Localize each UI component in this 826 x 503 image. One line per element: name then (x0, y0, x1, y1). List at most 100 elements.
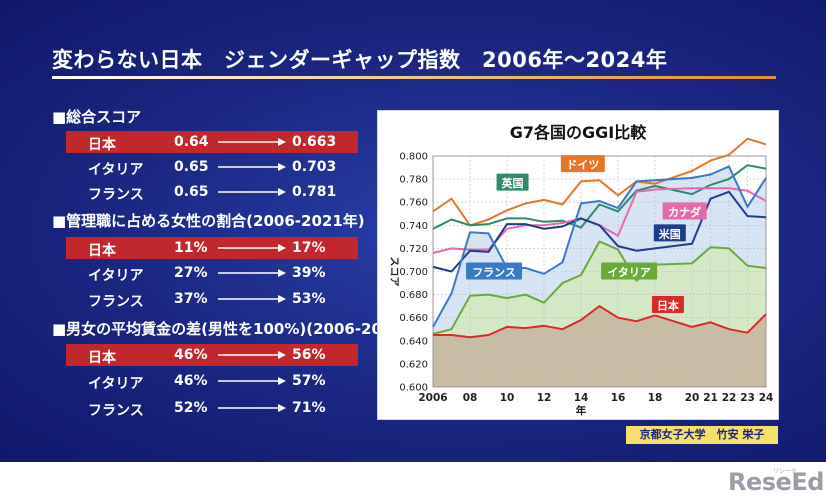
value-to: 71% (292, 400, 326, 416)
country-label: 日本 (88, 137, 116, 153)
stat-row: 日本 11% 17% (66, 237, 358, 259)
value-to: 0.781 (292, 184, 337, 200)
arrow-right-icon (218, 244, 286, 252)
stat-row: イタリア 46% 57% (66, 370, 358, 392)
y-tick-label: 0.640 (399, 336, 428, 347)
series-label: 英国 (501, 176, 524, 190)
country-label: フランス (88, 403, 144, 419)
series-label: イタリア (607, 266, 651, 279)
y-tick-label: 0.720 (399, 244, 428, 255)
ggi-chart-panel: G7各国のGGI比較 0.600 0.620 0.640 0.660 0.680 0.700… (377, 110, 779, 420)
value-to: 56% (292, 347, 326, 363)
stat-row: 日本 46% 56% (66, 344, 358, 366)
value-from: 46% (174, 373, 208, 389)
arrow-right-icon (218, 295, 286, 303)
country-label: フランス (88, 294, 144, 310)
reseed-logo-sub: リシード (773, 468, 798, 475)
x-tick-label: 20 (685, 392, 700, 404)
value-from: 27% (174, 265, 208, 281)
x-tick-label: 10 (500, 392, 515, 404)
value-to: 39% (292, 265, 326, 281)
series-label: 日本 (657, 298, 679, 312)
value-from: 37% (174, 291, 208, 307)
country-label: 日本 (88, 243, 116, 259)
series-label-box (560, 155, 605, 173)
value-from: 11% (174, 240, 208, 256)
series-line (432, 190, 767, 273)
series-label-box (651, 295, 684, 313)
arrow-right-icon (218, 138, 286, 146)
series-label: フランス (472, 266, 516, 279)
value-to: 57% (292, 373, 326, 389)
series-line (432, 165, 767, 328)
ggi-line-chart: G7各国のGGI比較 0.600 0.620 0.640 0.660 0.680 0.700… (388, 123, 774, 417)
value-from: 46% (174, 347, 208, 363)
arrow-right-icon (218, 377, 286, 385)
x-tick-label: 21 (703, 392, 718, 404)
stat-row: フランス 52% 71% (66, 397, 358, 419)
y-tick-label: 0.600 (399, 383, 428, 394)
series-line (432, 164, 767, 230)
y-axis-label: スコア (388, 257, 400, 287)
x-tick-label: 18 (648, 392, 663, 404)
value-from: 52% (174, 400, 208, 416)
y-tick-label: 0.700 (399, 267, 428, 278)
value-from: 0.65 (174, 184, 209, 200)
x-tick-label: 14 (574, 392, 589, 404)
country-label: フランス (88, 187, 144, 203)
series-label: ドイツ (566, 159, 599, 172)
page-title: 変わらない日本 ジェンダーギャップ指数 2006年〜2024年 (52, 48, 668, 72)
country-label: 日本 (88, 350, 116, 366)
series-label-box (601, 262, 658, 280)
y-tick-label: 0.680 (399, 290, 428, 301)
value-to: 0.663 (292, 134, 337, 150)
value-to: 17% (292, 240, 326, 256)
x-tick-label: 08 (463, 392, 478, 404)
stat-row: フランス 37% 53% (66, 288, 358, 310)
arrow-right-icon (218, 269, 286, 277)
series-line (432, 240, 767, 335)
x-tick-label: 22 (722, 392, 737, 404)
series-label: 米国 (658, 227, 681, 241)
country-label: イタリア (88, 162, 144, 178)
x-tick-label: 24 (759, 392, 774, 404)
country-label: イタリア (88, 376, 144, 392)
slide-background: 変わらない日本 ジェンダーギャップ指数 2006年〜2024年 ■総合スコア 日… (0, 0, 826, 462)
country-label: イタリア (88, 268, 144, 284)
arrow-right-icon (218, 188, 286, 196)
arrow-right-icon (218, 351, 286, 359)
series-label-box (496, 173, 529, 191)
y-tick-label: 0.780 (399, 175, 428, 186)
series-label-box (466, 262, 523, 280)
stat-row: イタリア 27% 39% (66, 262, 358, 284)
y-tick-label: 0.620 (399, 359, 428, 370)
chart-title: G7各国のGGI比較 (510, 123, 647, 142)
y-tick-label: 0.740 (399, 221, 428, 232)
value-from: 0.64 (174, 134, 209, 150)
section-heading-wage-gap: ■男女の平均賃金の差(男性を100%)(2006-2021年) (52, 320, 425, 338)
x-tick-label: 2006 (418, 392, 447, 404)
section-heading-women-managers: ■管理職に占める女性の割合(2006-2021年) (52, 212, 365, 230)
series-line (433, 305, 767, 339)
stat-row: イタリア 0.65 0.703 (66, 156, 358, 178)
y-tick-label: 0.660 (399, 313, 428, 324)
series-line (432, 137, 767, 227)
y-tick-label: 0.760 (399, 198, 428, 209)
value-to: 53% (292, 291, 326, 307)
stat-row: 日本 0.64 0.663 (66, 131, 358, 153)
title-underline (52, 76, 776, 79)
x-axis-label: 年 (576, 404, 587, 417)
x-tick-label: 12 (537, 392, 552, 404)
area-japan (433, 306, 766, 387)
section-heading-overall-score: ■総合スコア (52, 108, 142, 126)
arrow-right-icon (218, 163, 286, 171)
x-tick-label: 23 (740, 392, 755, 404)
x-tick-label: 16 (611, 392, 626, 404)
y-tick-label: 0.800 (399, 152, 428, 163)
reseed-logo: ReseEd (728, 468, 824, 496)
series-label: カナダ (668, 205, 701, 219)
arrow-right-icon (218, 404, 286, 412)
author-credit: 京都女子大学 竹安 栄子 (626, 426, 778, 444)
stat-row: フランス 0.65 0.781 (66, 181, 358, 203)
series-label-box (653, 224, 686, 242)
